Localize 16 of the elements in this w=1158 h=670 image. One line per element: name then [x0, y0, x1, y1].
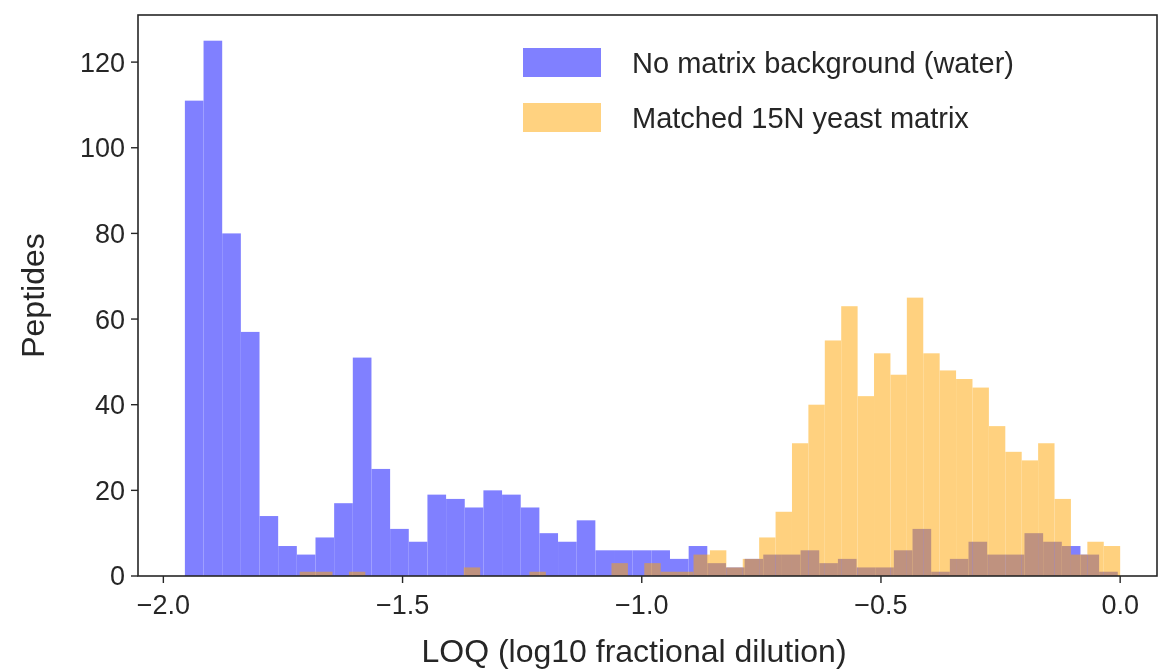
legend-label: No matrix background (water)	[632, 47, 1014, 80]
x-tick-label: −1.5	[375, 590, 430, 620]
y-tick-label: 0	[109, 561, 125, 592]
x-axis-title: LOQ (log10 fractional dilution)	[421, 633, 847, 669]
y-axis-title: Peptides	[15, 233, 51, 358]
x-tick-label: −1.0	[615, 590, 669, 620]
y-tick-label: 80	[94, 218, 125, 249]
legend-label: Matched 15N yeast matrix	[632, 102, 970, 135]
y-tick-label: 120	[79, 47, 125, 78]
y-tick-label: 40	[94, 390, 125, 421]
x-tick-label: 0.0	[1101, 590, 1139, 620]
y-tick-label: 60	[94, 304, 125, 335]
x-tick-label: −0.5	[854, 590, 908, 620]
y-tick-label: 20	[94, 475, 125, 506]
y-tick-label: 100	[79, 133, 125, 164]
x-tick-label: −2.0	[136, 590, 191, 620]
